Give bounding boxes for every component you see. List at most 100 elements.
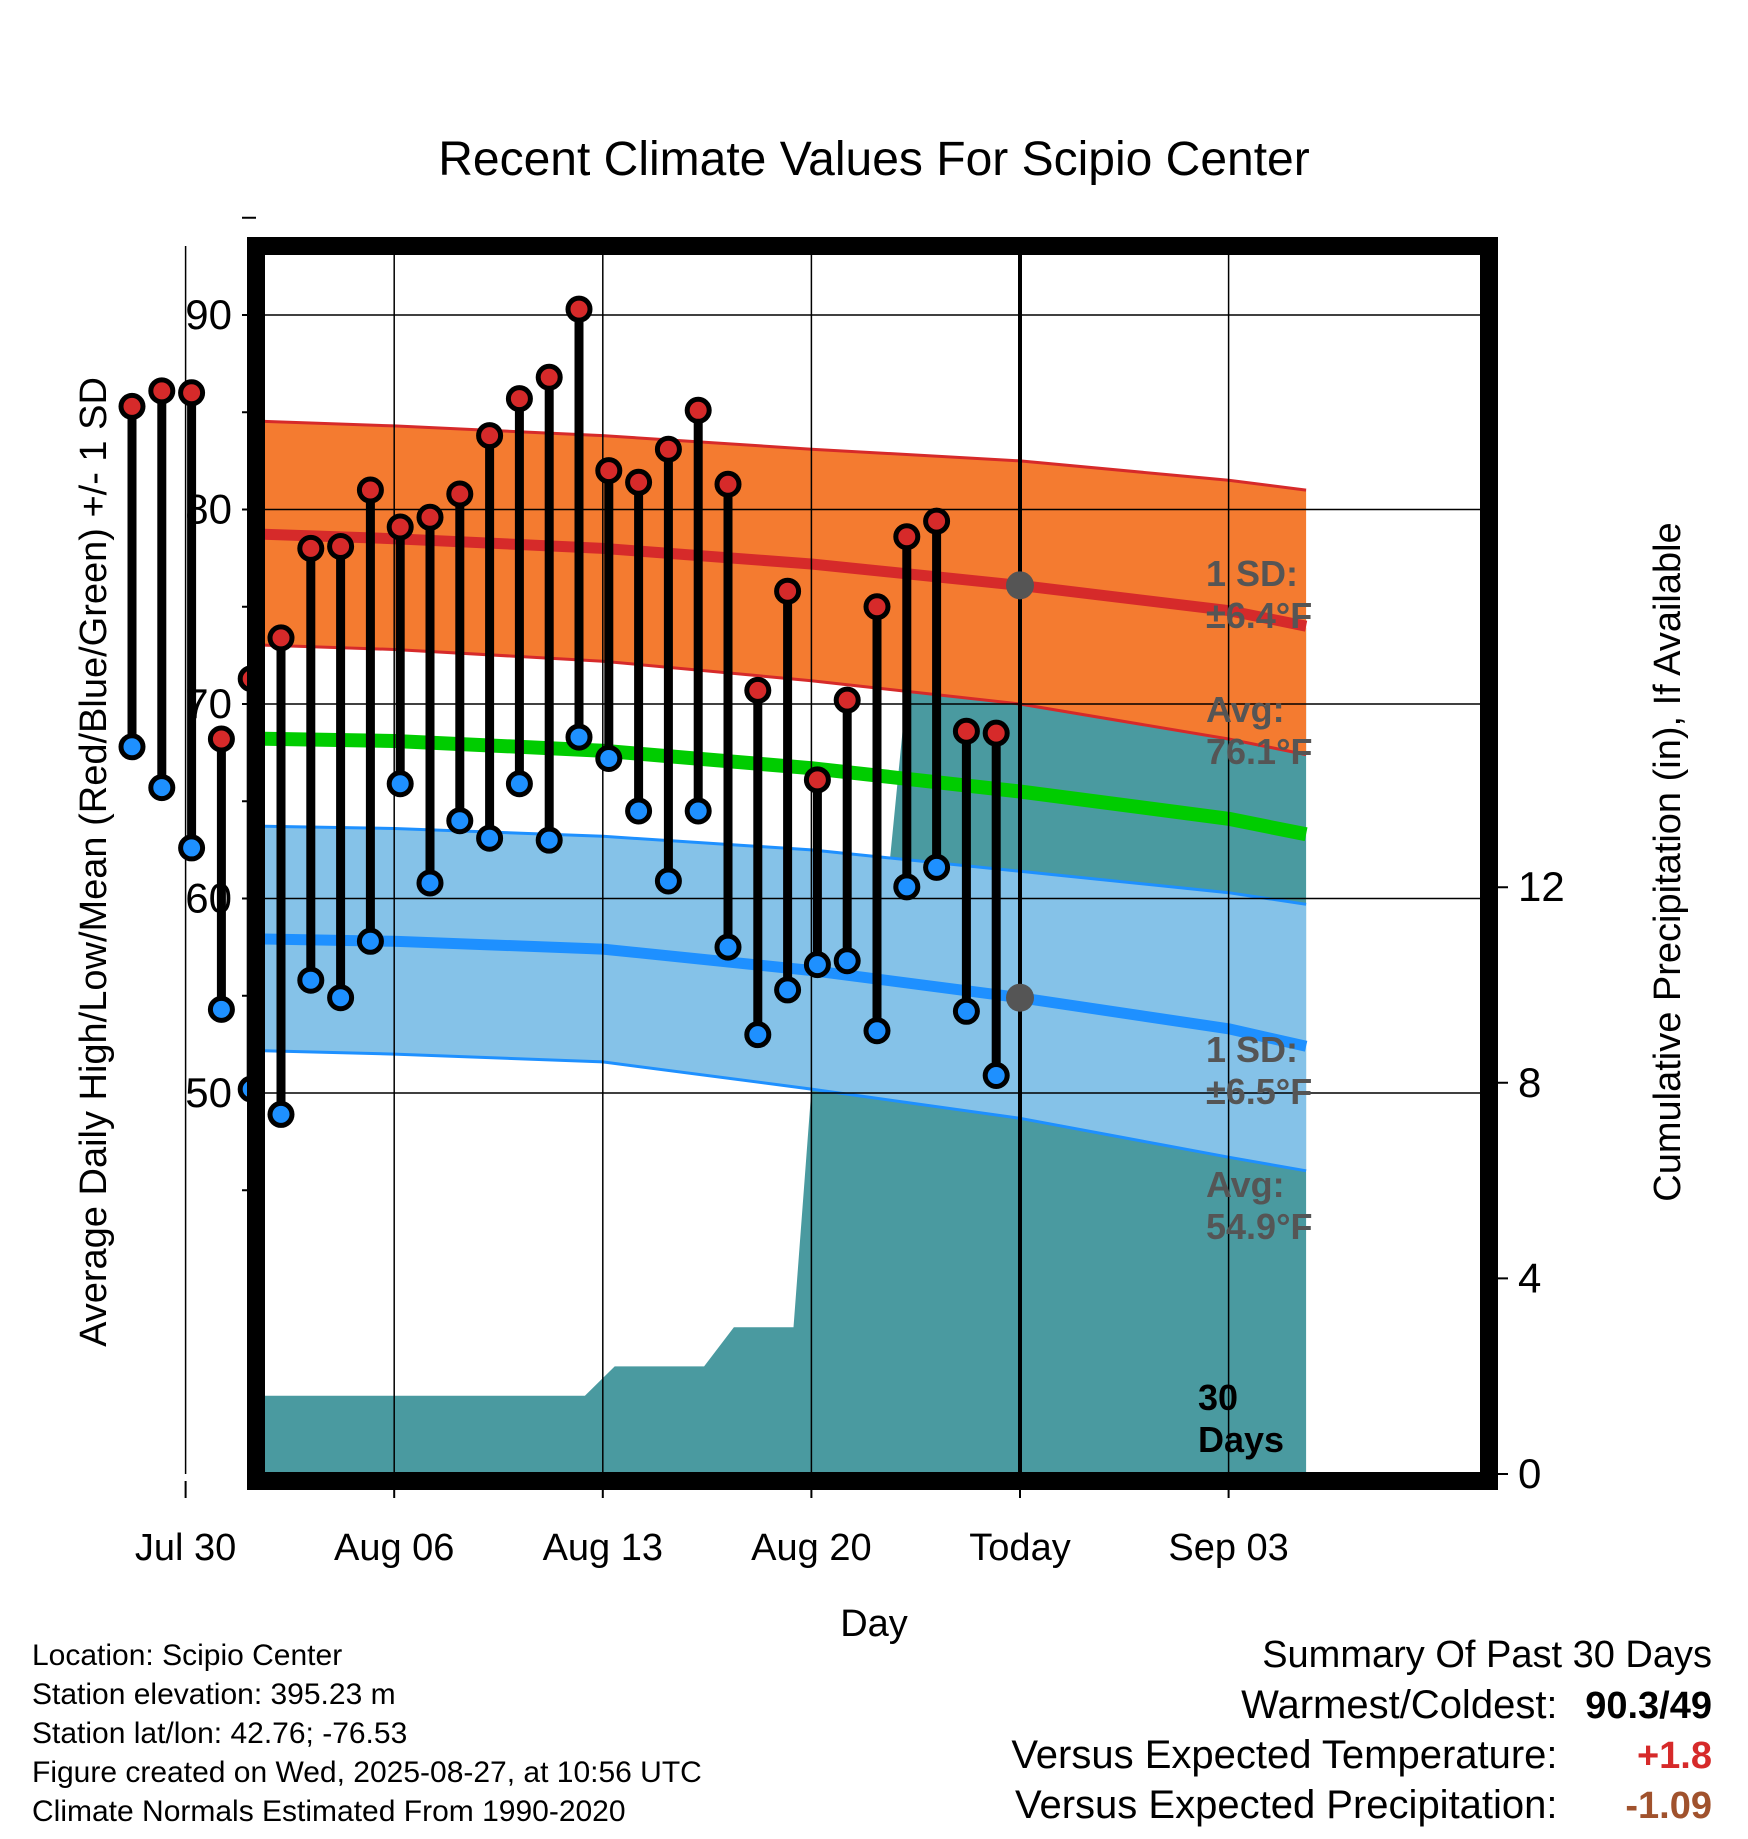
normals-text: Climate Normals Estimated From 1990-2020 xyxy=(32,1795,626,1828)
daily-low-point xyxy=(714,933,742,961)
daily-high-point xyxy=(535,363,563,391)
summary-panel: Summary Of Past 30 Days Warmest/Coldest:… xyxy=(1011,1630,1712,1830)
y-axis-label: Average Daily High/Low/Mean (Red/Blue/Gr… xyxy=(73,377,115,1347)
daily-high-point xyxy=(386,513,414,541)
daily-high-point xyxy=(595,457,623,485)
chart-title: Recent Climate Values For Scipio Center xyxy=(438,133,1309,186)
annotations: 1 SD: ±6.4°F Avg: 76.1°F 1 SD: ±6.5°F Av… xyxy=(1198,553,1312,1460)
y2-tick-label: 8 xyxy=(1518,1059,1541,1106)
daily-high-point xyxy=(327,532,355,560)
precip-layer xyxy=(264,628,1307,1474)
daily-low-point xyxy=(118,733,146,761)
daily-low-point xyxy=(952,997,980,1025)
daily-low-point xyxy=(982,1061,1010,1089)
warmest-coldest-label: Warmest/Coldest: xyxy=(1241,1683,1558,1727)
x-tick-label: Aug 13 xyxy=(543,1527,663,1569)
y-tick-label: 90 xyxy=(185,291,232,338)
daily-low-point xyxy=(684,797,712,825)
daily-high-point xyxy=(297,534,325,562)
daily-high-point xyxy=(356,476,384,504)
high-sd-label: 1 SD: xyxy=(1206,553,1298,594)
days-label-1: 30 xyxy=(1198,1377,1238,1418)
daily-high-point xyxy=(833,686,861,714)
high-avg-label: Avg: xyxy=(1206,689,1285,730)
precip-departure-value: -1.09 xyxy=(1625,1785,1712,1827)
warmest-separator: / xyxy=(1659,1685,1670,1727)
y2-tick-label: 12 xyxy=(1518,863,1565,910)
summary-title: Summary Of Past 30 Days xyxy=(1262,1634,1712,1676)
daily-high-point xyxy=(923,507,951,535)
station-info: Location: Scipio Center Station elevatio… xyxy=(32,1636,702,1831)
daily-high-point xyxy=(416,503,444,531)
daily-high-point xyxy=(893,523,921,551)
temp-departure-value: +1.8 xyxy=(1636,1735,1712,1777)
temp-departure-row: Versus Expected Temperature: +1.8 xyxy=(1011,1730,1712,1780)
daily-high-point xyxy=(744,676,772,704)
daily-high-point xyxy=(654,435,682,463)
latlon-text: Station lat/lon: 42.76; -76.53 xyxy=(32,1717,408,1750)
daily-high-point xyxy=(267,624,295,652)
warmest-coldest-value: 90.3/49 xyxy=(1562,1681,1712,1731)
daily-high-point xyxy=(178,379,206,407)
daily-low-point xyxy=(416,869,444,897)
daily-high-point xyxy=(118,392,146,420)
x-tick-label: Aug 06 xyxy=(334,1527,454,1569)
y-tick-label: 80 xyxy=(185,486,232,533)
days-label-2: Days xyxy=(1198,1419,1284,1460)
x-tick-label: Sep 03 xyxy=(1168,1527,1288,1569)
daily-high-point xyxy=(446,480,474,508)
axis-labels: 50 60 70 80 90 0 4 8 12 Jul 30 Aug 06 Aug 13 Aug 20 T… xyxy=(135,291,1565,1569)
warmest-value: 90.3 xyxy=(1585,1685,1660,1727)
stems-layer xyxy=(127,309,1001,1115)
daily-low-point xyxy=(356,927,384,955)
daily-low-point xyxy=(803,951,831,979)
daily-low-point xyxy=(893,873,921,901)
y-tick-label: 50 xyxy=(185,1069,232,1116)
daily-high-point xyxy=(803,766,831,794)
x-tick-label: Aug 20 xyxy=(751,1527,871,1569)
daily-low-point xyxy=(505,770,533,798)
x-tick-label: Jul 30 xyxy=(135,1527,236,1569)
daily-low-point xyxy=(744,1021,772,1049)
daily-low-point xyxy=(774,976,802,1004)
today-low-avg-dot xyxy=(1006,983,1034,1012)
high-avg-value: 76.1°F xyxy=(1206,731,1312,772)
today-high-avg-dot xyxy=(1006,571,1034,600)
daily-low-point xyxy=(446,807,474,835)
temp-departure-label: Versus Expected Temperature: xyxy=(1011,1733,1558,1777)
daily-high-point xyxy=(774,577,802,605)
precip-departure-row: Versus Expected Precipitation: -1.09 xyxy=(1011,1780,1712,1830)
low-sd-value: ±6.5°F xyxy=(1206,1071,1312,1112)
daily-high-point xyxy=(714,470,742,498)
warmest-coldest-row: Warmest/Coldest: 90.3/49 xyxy=(1011,1680,1712,1730)
elevation-text: Station elevation: 395.23 m xyxy=(32,1678,396,1711)
y2-tick-label: 0 xyxy=(1518,1450,1541,1497)
low-avg-label: Avg: xyxy=(1206,1164,1285,1205)
y-tick-label: 60 xyxy=(185,875,232,922)
daily-low-point xyxy=(595,744,623,772)
markers-layer xyxy=(118,295,1010,1128)
daily-low-point xyxy=(178,834,206,862)
daily-low-point xyxy=(863,1017,891,1045)
created-text: Figure created on Wed, 2025-08-27, at 10… xyxy=(32,1756,702,1789)
daily-high-point xyxy=(625,468,653,496)
daily-high-point xyxy=(982,719,1010,747)
y2-axis-label: Cumulative Precipitation (in), If Availa… xyxy=(1647,522,1689,1201)
daily-low-point xyxy=(267,1100,295,1128)
today-layer xyxy=(1006,246,1034,1474)
daily-high-point xyxy=(684,396,712,424)
precip-area xyxy=(264,628,1307,1474)
daily-high-point xyxy=(207,725,235,753)
low-sd-label: 1 SD: xyxy=(1206,1029,1298,1070)
daily-high-point xyxy=(476,422,504,450)
y2-tick-label: 4 xyxy=(1518,1254,1541,1301)
daily-high-point xyxy=(952,717,980,745)
daily-low-point xyxy=(625,797,653,825)
daily-low-point xyxy=(327,984,355,1012)
location-text: Location: Scipio Center xyxy=(32,1639,343,1672)
low-avg-value: 54.9°F xyxy=(1206,1206,1312,1247)
daily-low-point xyxy=(833,947,861,975)
daily-high-point xyxy=(863,593,891,621)
daily-low-point xyxy=(476,824,504,852)
